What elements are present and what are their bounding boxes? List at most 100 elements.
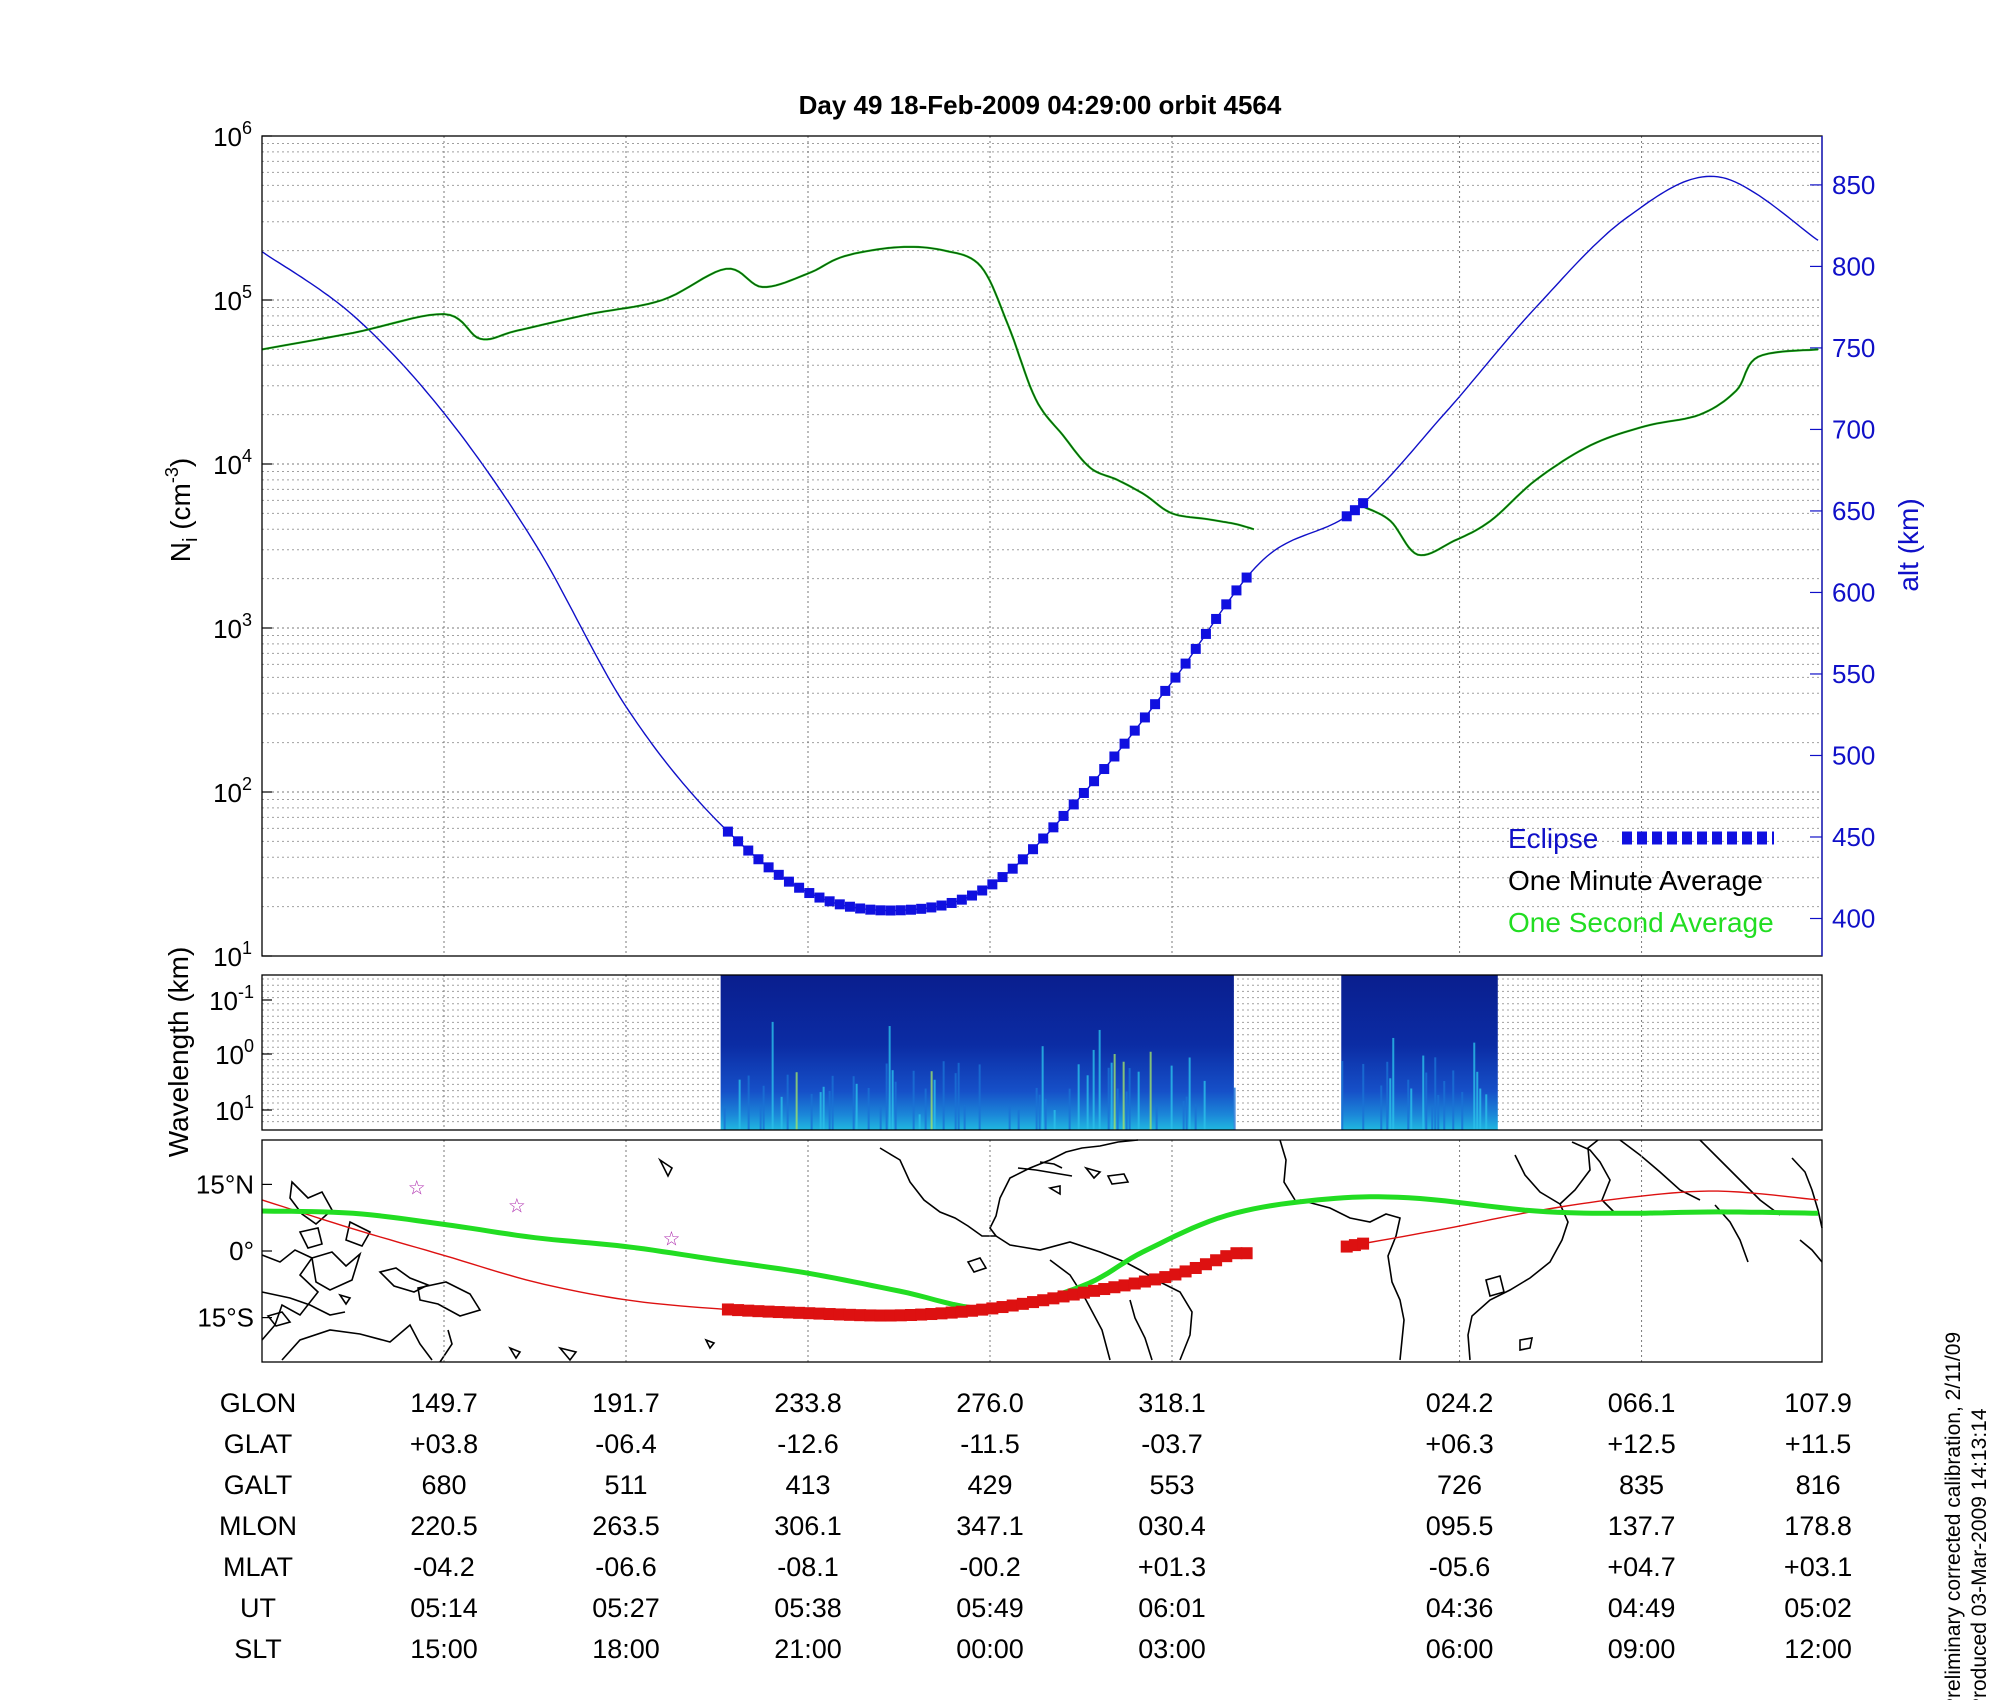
spectrogram-streak	[1137, 1071, 1140, 1130]
density-tick-label: 106	[213, 118, 252, 152]
legend-eclipse-label: Eclipse	[1508, 823, 1598, 854]
eclipse-marker	[814, 892, 825, 903]
eclipse-track-marker	[1108, 1281, 1121, 1294]
eclipse-track-marker	[874, 1309, 887, 1322]
eclipse-marker	[1180, 658, 1191, 669]
table-cell: +12.5	[1607, 1429, 1675, 1459]
altitude-tick-label: 800	[1832, 251, 1875, 281]
spectrogram-streak	[1182, 1101, 1185, 1130]
table-cell: 149.7	[410, 1388, 478, 1418]
table-cell: 816	[1796, 1470, 1841, 1500]
eclipse-marker	[1231, 585, 1242, 596]
star-marker: ☆	[663, 1227, 681, 1251]
eclipse-marker	[1028, 844, 1039, 855]
eclipse-track-marker	[1220, 1250, 1233, 1263]
top-grid	[262, 136, 1822, 956]
table-cell: 191.7	[592, 1388, 660, 1418]
eclipse-marker	[895, 905, 906, 916]
spectrogram-streak	[819, 1092, 822, 1130]
table-cell: -05.6	[1429, 1552, 1491, 1582]
table-cell: 429	[967, 1470, 1012, 1500]
eclipse-marker	[916, 903, 927, 914]
row-label: GLAT	[224, 1429, 293, 1459]
row-label: MLAT	[223, 1552, 293, 1582]
spectrogram-streak	[852, 1076, 855, 1130]
spectrogram-tick-label: 10-1	[209, 982, 254, 1016]
eclipse-track-marker	[966, 1304, 979, 1317]
eclipse-track-marker	[1077, 1286, 1090, 1299]
eclipse-track-marker	[1210, 1254, 1223, 1267]
star-marker: ☆	[408, 1176, 426, 1200]
magnetic-equator-track-line	[261, 1194, 1819, 1312]
table-cell: 178.8	[1784, 1511, 1852, 1541]
table-cell: 18:00	[592, 1634, 660, 1664]
table-cell: 15:00	[410, 1634, 478, 1664]
eclipse-track-marker	[1006, 1299, 1019, 1312]
orbit-parameter-table: GLON GLAT GALT MLON MLAT UT SLT 149.7 +03.8 680 22…	[219, 1388, 1852, 1664]
table-cell: -06.4	[595, 1429, 657, 1459]
eclipse-marker	[733, 836, 744, 847]
eclipse-marker	[1058, 810, 1069, 821]
eclipse-marker	[1190, 643, 1201, 654]
eclipse-marker	[967, 890, 978, 901]
spectrogram-streak	[1185, 1096, 1188, 1130]
altitude-axis-ticks: 400 450 500 550 600 650 700 750 800 850	[1810, 170, 1875, 934]
spectrogram-streak	[879, 1107, 882, 1130]
density-tick-label: 102	[213, 774, 252, 808]
table-cell: +06.3	[1425, 1429, 1493, 1459]
eclipse-marker	[1099, 764, 1110, 775]
spectrogram-streak	[1107, 1067, 1110, 1130]
eclipse-marker	[1200, 628, 1211, 639]
eclipse-track-marker	[1067, 1288, 1080, 1301]
eclipse-track-marker	[1179, 1265, 1192, 1278]
table-cell: 030.4	[1138, 1511, 1206, 1541]
table-cell: 03:00	[1138, 1634, 1206, 1664]
eclipse-track-marker	[915, 1308, 928, 1321]
spectrogram-streak	[1116, 1088, 1119, 1130]
eclipse-track-marker	[884, 1309, 897, 1322]
spectrogram-streak	[1431, 1107, 1434, 1130]
eclipse-track-marker	[996, 1301, 1009, 1314]
spectrogram-streak	[1098, 1029, 1101, 1130]
eclipse-track-marker	[752, 1305, 765, 1318]
eclipse-track-marker	[925, 1308, 938, 1321]
eclipse-marker	[1007, 863, 1018, 874]
spectrogram-data	[720, 975, 1498, 1130]
spectrogram-streak	[978, 1064, 981, 1130]
table-cell: 09:00	[1608, 1634, 1676, 1664]
spectrogram-tick-label: 100	[215, 1036, 254, 1070]
spectrogram-streak	[957, 1062, 960, 1130]
eclipse-marker	[1349, 505, 1360, 516]
eclipse-marker	[1038, 833, 1049, 844]
table-cell: 024.2	[1426, 1388, 1494, 1418]
spectrogram-streak	[1443, 1080, 1446, 1130]
spectrogram-streak	[1437, 1094, 1440, 1130]
spectrogram-frame	[261, 974, 1823, 1131]
spectrogram-streak	[1473, 1042, 1476, 1130]
eclipse-marker	[936, 900, 947, 911]
spectrogram-axis-ticks: 10-1 100 101	[209, 982, 272, 1126]
spectrogram-streak	[1233, 1087, 1236, 1130]
eclipse-marker	[834, 899, 845, 910]
table-cell: 05:14	[410, 1593, 478, 1623]
density-axis-ticks: 106 105 104 103 102 101	[213, 118, 272, 972]
eclipse-marker	[855, 903, 866, 914]
eclipse-marker	[783, 876, 794, 887]
density-axis-label: Ni (cm-3)	[162, 458, 202, 562]
spectrogram-streak	[831, 1075, 834, 1130]
eclipse-track-marker	[864, 1309, 877, 1322]
spectrogram-streak	[894, 1081, 897, 1130]
spectrogram-streak	[1092, 1049, 1095, 1130]
spectrogram-streak	[1125, 1091, 1128, 1130]
legend-second-label: One Second Average	[1508, 907, 1774, 938]
row-label: GALT	[224, 1470, 293, 1500]
table-cell: 233.8	[774, 1388, 842, 1418]
eclipse-track-marker	[1057, 1290, 1070, 1303]
spectrogram-streak	[795, 1072, 798, 1130]
eclipse-track-marker	[854, 1309, 867, 1322]
spectrogram-streak	[924, 1088, 927, 1130]
altitude-tick-label: 700	[1832, 414, 1875, 444]
altitude-tick-label: 600	[1832, 577, 1875, 607]
table-cell: 306.1	[774, 1511, 842, 1541]
table-cell: 12:00	[1784, 1634, 1852, 1664]
